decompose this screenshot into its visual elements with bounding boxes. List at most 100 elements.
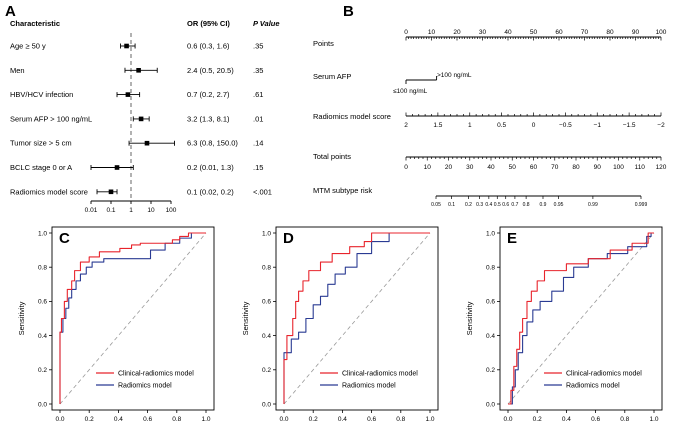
forest-row-p: .15 [253, 163, 263, 172]
points-tick-label: 60 [555, 29, 563, 36]
roc-curve-clinical-radiomics [508, 232, 654, 405]
points-tick-label: 80 [606, 29, 614, 36]
roc-x-tick-label: 1.0 [201, 416, 210, 423]
forest-plot-panel: A Characteristic OR (95% CI) P Value Age… [5, 3, 280, 214]
radiomics-tick-label: 1 [468, 122, 472, 129]
points-tick-label: 70 [581, 29, 589, 36]
roc-frame [51, 226, 215, 411]
forest-row-p: .61 [253, 90, 263, 99]
forest-row-label: HBV/HCV infection [10, 90, 73, 99]
legend-label: Radiomics model [342, 383, 396, 390]
total-tick-label: 0 [404, 164, 408, 171]
forest-row-p: <.001 [253, 187, 272, 196]
roc-y-tick-label: 0.6 [38, 299, 47, 306]
roc-y-tick-label: 1.0 [486, 230, 495, 237]
roc-x-tick-label: 0.4 [562, 416, 571, 423]
roc-y-tick-label: 0.8 [262, 265, 271, 272]
total-tick-label: 80 [572, 164, 580, 171]
roc-x-tick-label: 0.0 [55, 416, 64, 423]
afp-high-label: >100 ng/mL [437, 72, 472, 79]
forest-header-or: OR (95% CI) [187, 19, 230, 28]
risk-tick-label: 0.05 [431, 202, 441, 208]
forest-row-p: .35 [253, 42, 263, 51]
roc-panel-d: D0.00.00.20.20.40.40.60.60.80.81.01.01-S… [241, 226, 439, 423]
risk-tick-label: 0.9 [540, 202, 547, 208]
forest-row-label: Tumor size > 5 cm [10, 139, 72, 148]
forest-row-label: Men [10, 66, 25, 75]
roc-curve-clinical-radiomics [283, 232, 430, 404]
roc-panel-c: C0.00.00.20.20.40.40.60.60.80.81.01.01-S… [17, 226, 215, 423]
forest-header-characteristic: Characteristic [10, 19, 60, 28]
total-tick-label: 10 [424, 164, 432, 171]
roc-curve-clinical-radiomics [59, 232, 206, 404]
roc-curve-radiomics [283, 232, 430, 404]
forest-point [108, 189, 114, 195]
panel-label-c: C [59, 230, 70, 247]
radiomics-tick-label: −1.5 [623, 122, 636, 129]
roc-y-tick-label: 0.8 [38, 265, 47, 272]
roc-chance-line [283, 232, 431, 405]
roc-y-tick-label: 0.0 [38, 401, 47, 408]
panel-label-e: E [507, 230, 517, 247]
roc-x-tick-label: 0.8 [620, 416, 629, 423]
forest-point [124, 43, 129, 49]
points-tick-label: 90 [632, 29, 640, 36]
risk-tick-label: 0.1 [448, 202, 455, 208]
afp-low-label: ≤100 ng/mL [393, 88, 428, 95]
forest-row-label: Radiomics model score [10, 187, 88, 196]
roc-y-tick-label: 0.8 [486, 265, 495, 272]
forest-point [114, 165, 120, 170]
forest-axis-tick-label: 1 [129, 207, 133, 214]
panel-label-d: D [283, 230, 294, 247]
total-tick-label: 90 [594, 164, 602, 171]
radiomics-tick-label: 1.5 [433, 122, 442, 129]
risk-tick-label: 0.5 [494, 202, 501, 208]
roc-y-tick-label: 0.2 [486, 367, 495, 374]
forest-row-or: 0.7 (0.2, 2.7) [187, 90, 230, 99]
forest-row-or: 2.4 (0.5, 20.5) [187, 66, 234, 75]
nomogram-label-radiomics: Radiomics model score [313, 112, 391, 121]
forest-row-or: 0.1 (0.02, 0.2) [187, 187, 234, 196]
nomogram-label-points: Points [313, 39, 334, 48]
roc-frame [275, 226, 439, 411]
forest-row-label: BCLC stage 0 or A [10, 163, 72, 172]
risk-tick-label: 0.4 [485, 202, 492, 208]
points-tick-label: 100 [656, 29, 667, 36]
panel-label-a: A [5, 3, 16, 20]
radiomics-tick-label: −1 [594, 122, 602, 129]
total-tick-label: 110 [635, 164, 646, 171]
risk-tick-label: 0.3 [476, 202, 483, 208]
roc-y-tick-label: 0.6 [486, 299, 495, 306]
risk-tick-label: 0.8 [523, 202, 530, 208]
points-tick-label: 40 [504, 29, 512, 36]
roc-y-tick-label: 1.0 [262, 230, 271, 237]
roc-chance-line [59, 232, 207, 405]
roc-y-tick-label: 0.4 [486, 333, 495, 340]
legend-label: Radiomics model [566, 383, 620, 390]
radiomics-tick-label: 0.5 [497, 122, 506, 129]
points-tick-label: 20 [453, 29, 461, 36]
roc-y-tick-label: 0.0 [262, 401, 271, 408]
forest-header-p: P Value [253, 19, 280, 28]
nomogram-label-total: Total points [313, 152, 351, 161]
roc-x-tick-label: 1.0 [649, 416, 658, 423]
forest-axis-tick-label: 100 [166, 207, 177, 214]
points-tick-label: 10 [428, 29, 436, 36]
roc-y-axis-title: Sensitivity [241, 301, 250, 335]
roc-x-tick-label: 0.4 [338, 416, 347, 423]
total-tick-label: 50 [509, 164, 517, 171]
roc-frame [499, 226, 663, 411]
legend-label: Clinical-radiomics model [566, 371, 642, 378]
points-tick-label: 0 [404, 29, 408, 36]
roc-y-tick-label: 0.6 [262, 299, 271, 306]
forest-row-p: .35 [253, 66, 263, 75]
radiomics-tick-label: 0 [532, 122, 536, 129]
forest-point [138, 116, 144, 122]
legend-label: Clinical-radiomics model [118, 371, 194, 378]
roc-x-tick-label: 0.2 [533, 416, 542, 423]
risk-tick-label: 0.7 [511, 202, 518, 208]
forest-row-or: 3.2 (1.3, 8.1) [187, 114, 230, 123]
roc-y-tick-label: 0.0 [486, 401, 495, 408]
forest-row-p: .14 [253, 139, 263, 148]
forest-row-label: Age ≥ 50 y [10, 42, 46, 51]
